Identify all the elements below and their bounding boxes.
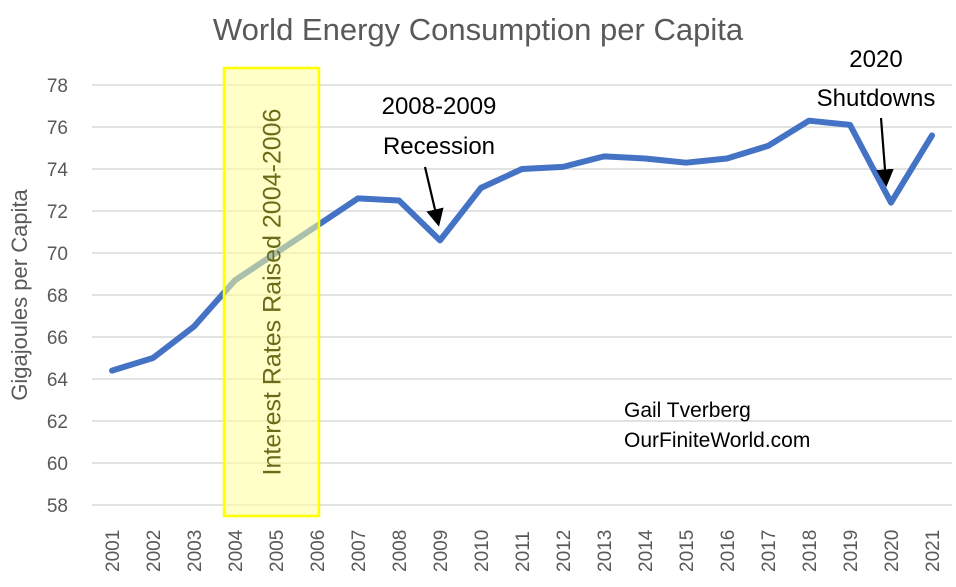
x-tick-label: 2016 [718,530,739,572]
annotation-shutdowns-line1: 2020 [849,46,902,73]
arrow-shutdowns [876,117,894,187]
credit-site: OurFiniteWorld.com [624,429,810,452]
highlight-band: Interest Rates Raised 2004-2006 [222,66,321,518]
x-tick-label: 2010 [472,530,493,572]
x-tick-label: 2012 [554,530,575,572]
x-tick-label: 2009 [431,530,452,572]
x-tick-label: 2001 [103,530,124,572]
x-tick-label: 2017 [759,530,780,572]
y-tick-labels: 58 60 62 64 66 68 70 72 74 76 78 [47,76,69,517]
credit-author: Gail Tverberg [624,399,751,422]
y-tick-label: 76 [47,118,68,139]
x-tick-label: 2008 [390,530,411,572]
x-tick-label: 2003 [185,530,206,572]
x-tick-label: 2021 [923,530,944,572]
y-tick-label: 70 [47,244,68,265]
y-tick-label: 62 [47,412,68,433]
annotation-shutdowns-line2: Shutdowns [817,85,936,112]
y-tick-label: 66 [47,328,68,349]
arrow-recession [423,166,444,227]
y-tick-label: 58 [47,496,68,517]
chart-title: World Energy Consumption per Capita [213,12,744,47]
annotations: 2008-2009 Recession 2020 Shutdowns [382,46,936,227]
y-tick-label: 78 [47,76,68,97]
y-tick-label: 68 [47,286,68,307]
x-tick-labels: 2001 2002 2003 2004 2005 2006 2007 2008 2009 2010… [103,529,944,572]
x-tick-label: 2011 [513,531,534,572]
y-axis-label: Gigajoules per Capita [7,188,32,400]
y-tick-label: 72 [47,202,68,223]
x-tick-label: 2004 [226,529,247,572]
x-tick-label: 2007 [349,530,370,572]
x-tick-label: 2013 [595,530,616,572]
x-tick-label: 2019 [841,530,862,572]
x-tick-label: 2020 [882,530,903,572]
y-tick-label: 60 [47,454,68,475]
annotation-recession-line2: Recession [383,133,495,160]
highlight-band-label: Interest Rates Raised 2004-2006 [259,109,287,476]
annotation-recession-line1: 2008-2009 [382,93,497,120]
x-tick-label: 2005 [267,530,288,572]
y-tick-label: 64 [47,370,69,391]
x-tick-label: 2018 [800,530,821,572]
x-tick-label: 2002 [144,530,165,572]
y-tick-label: 74 [47,160,69,181]
x-tick-label: 2014 [636,529,657,572]
x-tick-label: 2015 [677,530,698,572]
highlight-band-rect [222,66,321,518]
x-tick-label: 2006 [308,530,329,572]
